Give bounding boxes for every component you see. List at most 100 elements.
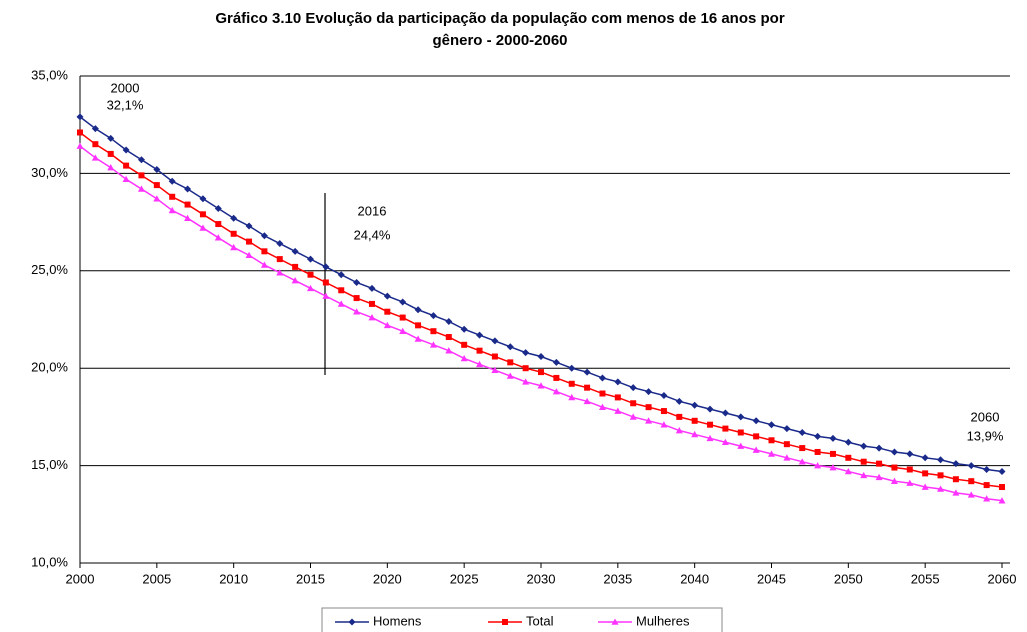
marker: [353, 278, 361, 286]
x-tick-label: 2030: [527, 571, 556, 586]
marker: [199, 195, 207, 203]
marker: [753, 433, 760, 440]
marker: [768, 450, 775, 457]
x-tick-label: 2060: [988, 571, 1017, 586]
marker: [276, 240, 284, 248]
x-tick-label: 2055: [911, 571, 940, 586]
marker: [322, 263, 330, 271]
annotation: 13,9%: [967, 428, 1004, 443]
marker: [414, 335, 422, 342]
x-tick-label: 2010: [219, 571, 248, 586]
y-tick-label: 25,0%: [31, 262, 68, 277]
marker: [415, 322, 422, 329]
marker: [860, 442, 868, 450]
marker: [184, 214, 192, 222]
marker: [952, 460, 960, 468]
x-tick-label: 2000: [66, 571, 95, 586]
marker: [169, 193, 176, 200]
marker: [983, 482, 990, 489]
marker: [430, 328, 437, 335]
marker: [829, 434, 837, 442]
marker: [338, 287, 345, 294]
marker: [706, 434, 714, 442]
marker: [890, 448, 898, 456]
marker: [506, 372, 514, 379]
marker: [737, 429, 744, 436]
marker: [77, 129, 83, 136]
marker: [429, 312, 437, 320]
marker: [230, 230, 237, 237]
x-tick-label: 2025: [450, 571, 479, 586]
legend-label: Homens: [373, 613, 422, 628]
x-tick-label: 2035: [603, 571, 632, 586]
marker: [322, 279, 329, 286]
marker: [214, 204, 222, 212]
marker: [123, 162, 130, 169]
marker: [307, 271, 314, 278]
marker: [691, 417, 698, 424]
marker: [476, 347, 483, 354]
marker: [937, 472, 944, 479]
marker: [721, 438, 729, 446]
marker: [276, 269, 284, 276]
marker: [122, 146, 130, 154]
marker: [798, 458, 806, 465]
marker: [153, 195, 161, 202]
x-tick-label: 2045: [757, 571, 786, 586]
x-tick-label: 2050: [834, 571, 863, 586]
marker: [890, 477, 898, 484]
marker: [537, 353, 545, 361]
marker: [107, 134, 115, 142]
series-line: [79, 116, 1003, 473]
marker: [676, 413, 683, 420]
marker: [491, 366, 499, 373]
marker: [614, 394, 621, 401]
marker: [230, 243, 238, 251]
marker: [814, 462, 822, 469]
annotation: 2016: [358, 203, 387, 218]
marker: [353, 295, 360, 302]
marker: [611, 618, 619, 625]
marker: [522, 378, 530, 385]
marker: [199, 211, 206, 218]
marker: [137, 156, 145, 164]
marker: [999, 484, 1005, 491]
marker: [891, 464, 898, 471]
marker: [491, 337, 499, 345]
marker: [629, 384, 637, 392]
marker: [860, 471, 868, 479]
marker: [599, 390, 606, 397]
marker: [522, 349, 530, 357]
x-tick-label: 2040: [680, 571, 709, 586]
marker: [138, 172, 145, 179]
marker: [153, 182, 160, 189]
marker: [399, 314, 406, 321]
marker: [184, 185, 192, 193]
marker: [168, 177, 176, 185]
marker: [875, 473, 883, 481]
marker: [291, 247, 299, 255]
marker: [921, 483, 929, 490]
marker: [383, 321, 391, 329]
marker: [798, 428, 806, 436]
marker: [91, 154, 99, 161]
marker: [322, 292, 330, 299]
marker: [429, 341, 437, 348]
legend-label: Mulheres: [636, 613, 690, 628]
marker: [768, 437, 775, 444]
marker: [137, 185, 145, 192]
marker: [783, 425, 791, 433]
marker: [952, 489, 960, 496]
marker: [906, 479, 914, 486]
marker: [460, 325, 468, 333]
marker: [691, 430, 699, 438]
marker: [184, 201, 191, 208]
chart-title: Gráfico 3.10 Evolução da participação da…: [215, 10, 785, 27]
marker: [246, 238, 253, 245]
marker: [230, 214, 238, 222]
marker: [445, 347, 453, 354]
marker: [967, 462, 975, 470]
marker: [307, 284, 314, 292]
marker: [92, 141, 99, 148]
marker: [584, 384, 591, 391]
